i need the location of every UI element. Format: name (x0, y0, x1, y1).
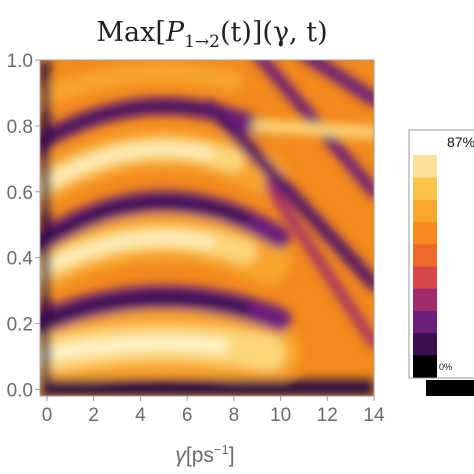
band-bright-1-core (40, 336, 228, 364)
legend-swatch (413, 199, 437, 223)
band-bright-2-core (40, 233, 214, 276)
x-axis-unit-exponent: −1 (214, 442, 229, 457)
title-prefix: Max[ (96, 17, 166, 48)
bottom-strip-dark (40, 379, 374, 396)
x-axis-symbol: γ (175, 444, 187, 467)
legend: 87% 0% (408, 129, 474, 396)
x-tick-label: 4 (135, 405, 146, 426)
band-dark-2 (40, 197, 249, 248)
y-tick-label: 0.8 (7, 117, 33, 138)
x-axis-label: γ[ps−1] (175, 442, 234, 467)
x-axis: 0 2 4 6 8 10 12 14 (42, 396, 385, 426)
x-tick-label: 8 (229, 405, 240, 426)
heatmap-bands (40, 60, 374, 396)
legend-swatch (413, 288, 437, 311)
x-tick-label: 10 (270, 405, 291, 426)
y-tick-label: 0.2 (7, 315, 33, 336)
x-tick-label: 14 (363, 405, 385, 426)
legend-swatches (413, 155, 437, 378)
title-p-symbol: P (165, 17, 185, 48)
title-p-suffix: (t)](γ, t) (220, 17, 328, 48)
y-tick-label: 0.6 (7, 183, 33, 204)
plot-area (40, 60, 374, 396)
legend-max-label: 87% (447, 134, 474, 150)
legend-swatch (413, 243, 437, 267)
legend-min-label: 0% (439, 362, 452, 372)
left-edge-dark (40, 60, 50, 396)
legend-swatch (413, 177, 437, 200)
legend-swatch (413, 155, 437, 178)
x-axis-unit: [ps (186, 444, 214, 467)
legend-bottom-bar (426, 380, 474, 396)
band-bright-4 (40, 63, 243, 109)
title-p-subscript: 1→2 (184, 32, 220, 52)
y-axis: 0.0 0.2 0.4 0.6 0.8 1.0 (7, 51, 40, 401)
x-axis-unit-close: ] (229, 444, 235, 467)
y-tick-label: 0.0 (7, 380, 33, 401)
x-tick-label: 2 (88, 405, 99, 426)
band-bright-right (251, 119, 374, 139)
band-dark-3 (40, 102, 225, 146)
y-tick-label: 0.4 (7, 249, 34, 270)
band-dark-corner (301, 60, 374, 107)
legend-swatch (413, 221, 437, 245)
x-tick-label: 0 (42, 405, 53, 426)
y-tick-label: 1.0 (7, 51, 33, 72)
chart-title: Max[P1→2(t)](γ, t) (96, 17, 327, 52)
band-diagonal-1-core (208, 103, 374, 287)
band-diagonal-2 (254, 60, 374, 198)
band-dark-1 (40, 292, 250, 328)
legend-swatch (413, 310, 437, 334)
plot-frame (39, 59, 375, 397)
legend-swatch (413, 266, 437, 289)
legend-swatch (413, 332, 437, 356)
x-tick-label: 12 (317, 405, 338, 426)
band-bright-3-core (40, 144, 214, 192)
legend-swatch (413, 354, 437, 378)
x-tick-label: 6 (182, 405, 193, 426)
band-diagonal-3 (263, 180, 374, 349)
